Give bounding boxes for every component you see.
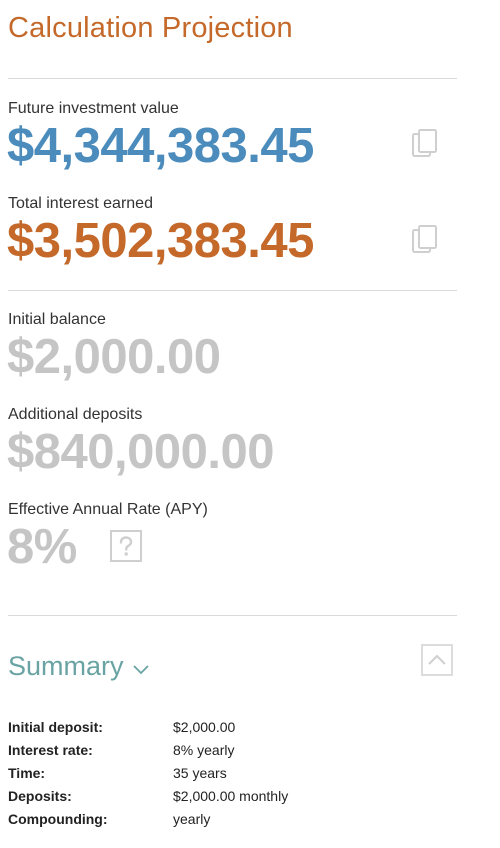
summary-row-deposits: Deposits: $2,000.00 monthly — [8, 784, 408, 807]
page-title: Calculation Projection — [8, 12, 293, 44]
summary-key: Compounding: — [8, 810, 108, 827]
summary-key: Time: — [8, 764, 46, 781]
interest-label: Total interest earned — [8, 195, 153, 212]
question-mark-icon — [110, 530, 142, 562]
summary-value: 35 years — [173, 764, 227, 781]
additional-deposits-amount: $840,000.00 — [7, 425, 275, 479]
copy-icon — [412, 129, 437, 157]
divider-top — [8, 78, 457, 79]
summary-toggle[interactable]: Summary — [8, 651, 150, 682]
summary-value: $2,000.00 monthly — [173, 787, 289, 804]
interest-amount: $3,502,383.45 — [7, 214, 314, 268]
apy-help-button[interactable] — [110, 530, 142, 562]
chevron-down-icon — [132, 664, 149, 674]
summary-key: Interest rate: — [8, 741, 93, 758]
summary-row-interest-rate: Interest rate: 8% yearly — [8, 738, 408, 761]
apy-label: Effective Annual Rate (APY) — [8, 501, 208, 518]
copy-future-value-button[interactable] — [410, 128, 440, 160]
summary-table: Initial deposit: $2,000.00 Interest rate… — [8, 715, 408, 830]
summary-key: Deposits: — [8, 787, 72, 804]
copy-interest-button[interactable] — [410, 224, 440, 256]
additional-deposits-label: Additional deposits — [8, 406, 143, 423]
divider-bottom — [8, 615, 457, 616]
summary-row-initial-deposit: Initial deposit: $2,000.00 — [8, 715, 408, 738]
summary-value: yearly — [173, 810, 211, 827]
apy-value: 8% — [7, 520, 77, 574]
summary-key: Initial deposit: — [8, 718, 103, 735]
future-value-amount: $4,344,383.45 — [7, 119, 314, 173]
collapse-summary-button[interactable] — [421, 644, 453, 676]
divider-middle — [8, 290, 457, 291]
summary-row-time: Time: 35 years — [8, 761, 408, 784]
summary-row-compounding: Compounding: yearly — [8, 807, 408, 830]
summary-title: Summary — [8, 651, 124, 681]
summary-value: 8% yearly — [173, 741, 235, 758]
summary-value: $2,000.00 — [173, 718, 236, 735]
copy-icon — [412, 225, 437, 253]
chevron-up-icon — [428, 654, 446, 665]
future-value-label: Future investment value — [8, 100, 179, 117]
initial-balance-label: Initial balance — [8, 311, 106, 328]
initial-balance-amount: $2,000.00 — [7, 330, 221, 384]
